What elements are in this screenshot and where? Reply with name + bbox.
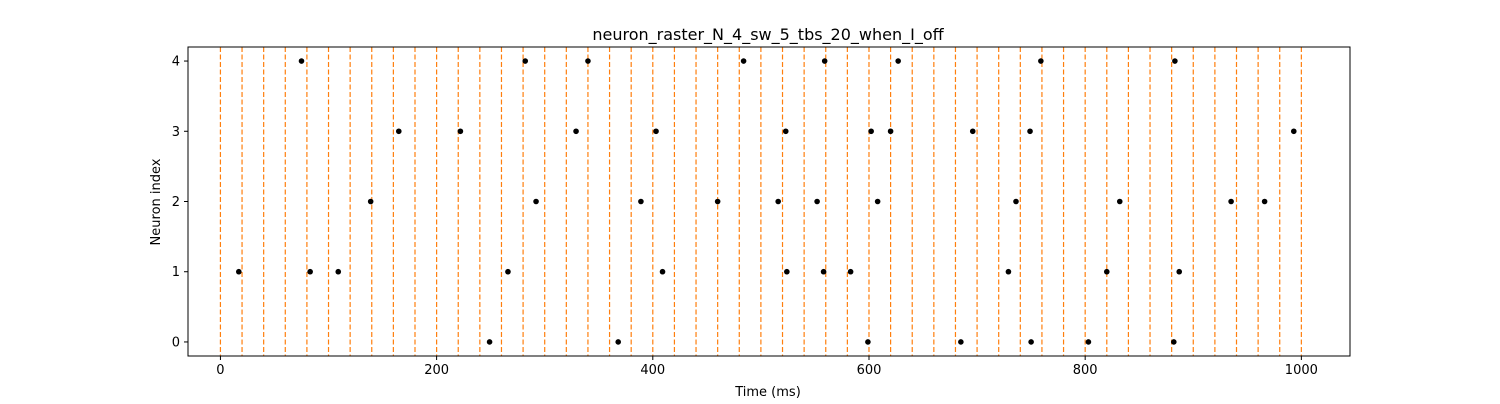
spike-point xyxy=(895,58,901,64)
spike-point xyxy=(1176,268,1183,275)
spike-point xyxy=(298,58,305,64)
spike-point xyxy=(1116,198,1123,205)
spike-point xyxy=(653,128,659,135)
chart-title: neuron_raster_N_4_sw_5_tbs_20_when_I_off xyxy=(592,25,944,45)
y-axis-label: Neuron index xyxy=(149,158,164,245)
x-tick-label: 1000 xyxy=(1285,363,1318,378)
spike-point xyxy=(585,58,591,64)
spike-point xyxy=(236,268,242,275)
x-tick-label: 0 xyxy=(216,363,224,378)
spike-point xyxy=(522,58,529,64)
spike-point xyxy=(784,268,790,275)
x-tick-label: 600 xyxy=(857,363,882,378)
spike-point xyxy=(714,198,721,205)
spike-point xyxy=(958,339,964,345)
y-tick-label: 0 xyxy=(172,335,180,350)
y-tick-label: 1 xyxy=(172,265,180,280)
x-tick-label: 200 xyxy=(424,363,449,378)
spike-point xyxy=(1171,339,1177,345)
spike-point xyxy=(1027,128,1033,135)
spike-point xyxy=(887,128,894,135)
spike-point xyxy=(1261,198,1268,205)
spike-point xyxy=(865,339,871,345)
spike-point xyxy=(1028,339,1034,345)
spike-point xyxy=(1228,198,1234,205)
x-tick-label: 400 xyxy=(640,363,665,378)
spike-point xyxy=(874,198,881,205)
spike-point xyxy=(307,268,313,275)
spike-point xyxy=(659,268,666,275)
spike-point xyxy=(1085,339,1092,345)
y-tick-label: 3 xyxy=(172,125,180,140)
spike-point xyxy=(775,198,781,205)
spike-point xyxy=(814,198,820,205)
spike-point xyxy=(486,339,493,345)
x-tick-label: 800 xyxy=(1073,363,1098,378)
x-axis-label: Time (ms) xyxy=(734,385,801,400)
spike-point xyxy=(1013,198,1019,205)
spike-point xyxy=(821,58,828,64)
spike-point xyxy=(868,128,874,135)
spike-point xyxy=(740,58,747,64)
spike-point xyxy=(505,268,511,275)
spike-point xyxy=(969,128,976,135)
y-tick-label: 4 xyxy=(172,55,180,70)
plot-area: 0 200 400 600 800 1000 0 1 2 3 4 xyxy=(172,46,1351,378)
y-tick-label: 2 xyxy=(172,195,180,210)
spike-point xyxy=(1038,58,1044,64)
spike-point xyxy=(573,128,579,135)
spike-point xyxy=(457,128,464,135)
spike-point xyxy=(367,198,374,205)
spike-point xyxy=(638,198,644,205)
spike-point xyxy=(533,198,539,205)
spike-point xyxy=(782,128,789,135)
spike-point xyxy=(1290,128,1297,135)
spike-point xyxy=(1172,58,1178,64)
spike-point xyxy=(820,268,827,275)
spike-point xyxy=(847,268,854,275)
spike-point xyxy=(335,268,342,275)
spike-point xyxy=(615,339,622,345)
spike-point xyxy=(1103,268,1110,275)
spike-point xyxy=(395,128,402,135)
spike-point xyxy=(1005,268,1012,275)
